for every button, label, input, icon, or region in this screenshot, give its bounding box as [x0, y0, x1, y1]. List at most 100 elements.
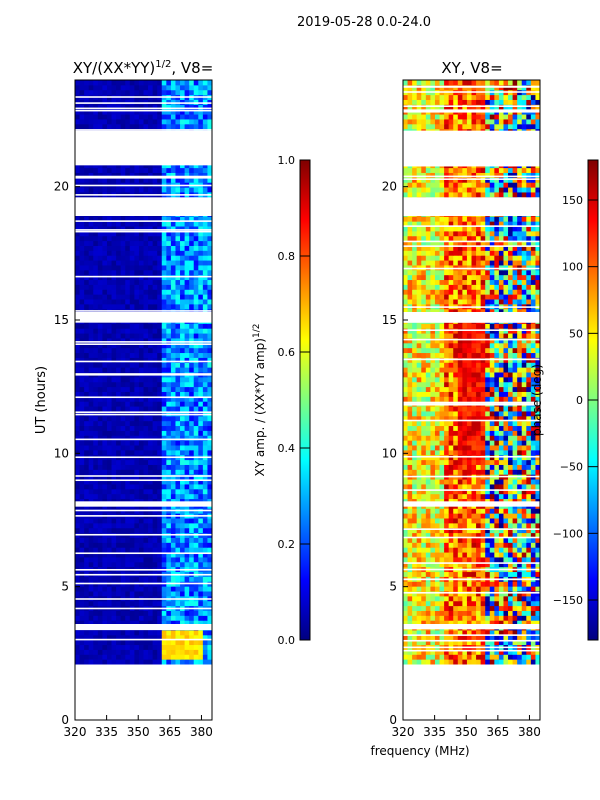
heat-cell — [439, 552, 445, 558]
heat-cell — [189, 591, 195, 597]
heat-cell — [193, 420, 199, 427]
heat-cell — [161, 289, 167, 295]
heat-cell — [138, 342, 145, 349]
heat-cell — [453, 615, 459, 621]
heat-cell — [462, 469, 468, 475]
heat-cell — [152, 561, 158, 568]
heat-cell — [180, 440, 186, 446]
heat-cell — [184, 435, 190, 441]
heat-cell — [138, 537, 145, 543]
heat-cell — [517, 595, 523, 602]
heat-cell — [485, 600, 491, 607]
heat-cell — [189, 498, 195, 504]
heat-cell — [97, 337, 103, 344]
heat-cell — [207, 561, 213, 568]
heat-cell — [138, 542, 145, 548]
heat-cell — [180, 162, 186, 169]
heat-cell — [407, 610, 413, 616]
heat-cell — [184, 216, 190, 222]
heat-cell — [106, 435, 113, 441]
heat-cell — [202, 303, 208, 310]
heat-cell — [79, 449, 85, 456]
heat-cell — [535, 649, 541, 655]
heat-cell — [207, 347, 213, 354]
heat-cell — [102, 396, 108, 402]
heat-cell — [102, 284, 108, 290]
heat-cell — [79, 342, 85, 349]
heat-cell — [466, 479, 473, 485]
heat-cell — [143, 420, 149, 427]
heat-cell — [79, 240, 85, 246]
heat-cell — [170, 323, 176, 329]
heat-cell — [189, 362, 195, 368]
heat-cell — [193, 381, 199, 388]
heat-cell — [503, 654, 509, 660]
heat-cell — [189, 333, 195, 339]
heat-cell — [152, 109, 158, 115]
heat-cell — [134, 187, 140, 193]
heat-cell — [129, 123, 135, 130]
heat-cell — [170, 226, 176, 232]
heat-cell — [111, 556, 117, 563]
heat-cell — [416, 498, 422, 504]
heat-cell — [207, 162, 213, 169]
heat-cell — [521, 649, 527, 655]
heat-cell — [494, 522, 500, 529]
heat-cell — [412, 561, 418, 568]
heat-cell — [106, 299, 113, 305]
heat-cell — [439, 595, 445, 602]
heat-cell — [180, 425, 186, 431]
heat-cell — [198, 498, 204, 504]
heat-cell — [508, 508, 514, 514]
heat-cell — [166, 391, 172, 397]
heat-cell — [476, 615, 482, 621]
heat-cell — [138, 328, 145, 334]
heat-cell — [412, 532, 418, 538]
heat-cell — [120, 435, 126, 441]
heat-cell — [116, 483, 122, 490]
heat-cell — [106, 177, 113, 183]
heat-cell — [161, 634, 167, 641]
heat-cell — [439, 493, 445, 500]
heat-cell — [407, 556, 413, 563]
heat-cell — [198, 474, 204, 480]
heat-cell — [494, 634, 500, 641]
heat-cell — [175, 586, 181, 592]
heat-cell — [161, 104, 167, 110]
heat-cell — [79, 610, 85, 616]
heat-cell — [75, 221, 81, 227]
heat-cell — [425, 605, 431, 611]
heat-cell — [448, 522, 454, 529]
heat-cell — [106, 552, 113, 558]
heat-cell — [143, 449, 149, 456]
heat-cell — [184, 80, 190, 86]
heat-cell — [198, 342, 204, 349]
heat-cell — [175, 381, 181, 388]
heat-cell — [448, 547, 454, 553]
heat-cell — [97, 649, 103, 655]
heat-cell — [134, 245, 140, 251]
heat-cell — [120, 469, 126, 475]
heat-cell — [193, 620, 199, 626]
heat-cell — [143, 367, 149, 373]
heat-cell — [75, 518, 81, 524]
heat-cell — [170, 469, 176, 475]
heat-cell — [189, 284, 195, 290]
heat-cell — [129, 323, 135, 329]
heat-cell — [120, 639, 126, 646]
heat-cell — [88, 84, 94, 91]
heat-cell — [148, 654, 154, 660]
heat-cell — [471, 537, 477, 543]
heat-cell — [521, 581, 527, 587]
heat-cell — [75, 600, 81, 607]
heat-cell — [116, 391, 122, 397]
heat-cell — [207, 552, 213, 558]
heat-cell — [476, 518, 482, 524]
heat-cell — [79, 425, 85, 431]
heat-cell — [412, 508, 418, 514]
heat-cell — [143, 104, 149, 110]
heat-cell — [207, 659, 213, 665]
flagged-row — [75, 360, 212, 363]
heat-cell — [106, 639, 113, 646]
